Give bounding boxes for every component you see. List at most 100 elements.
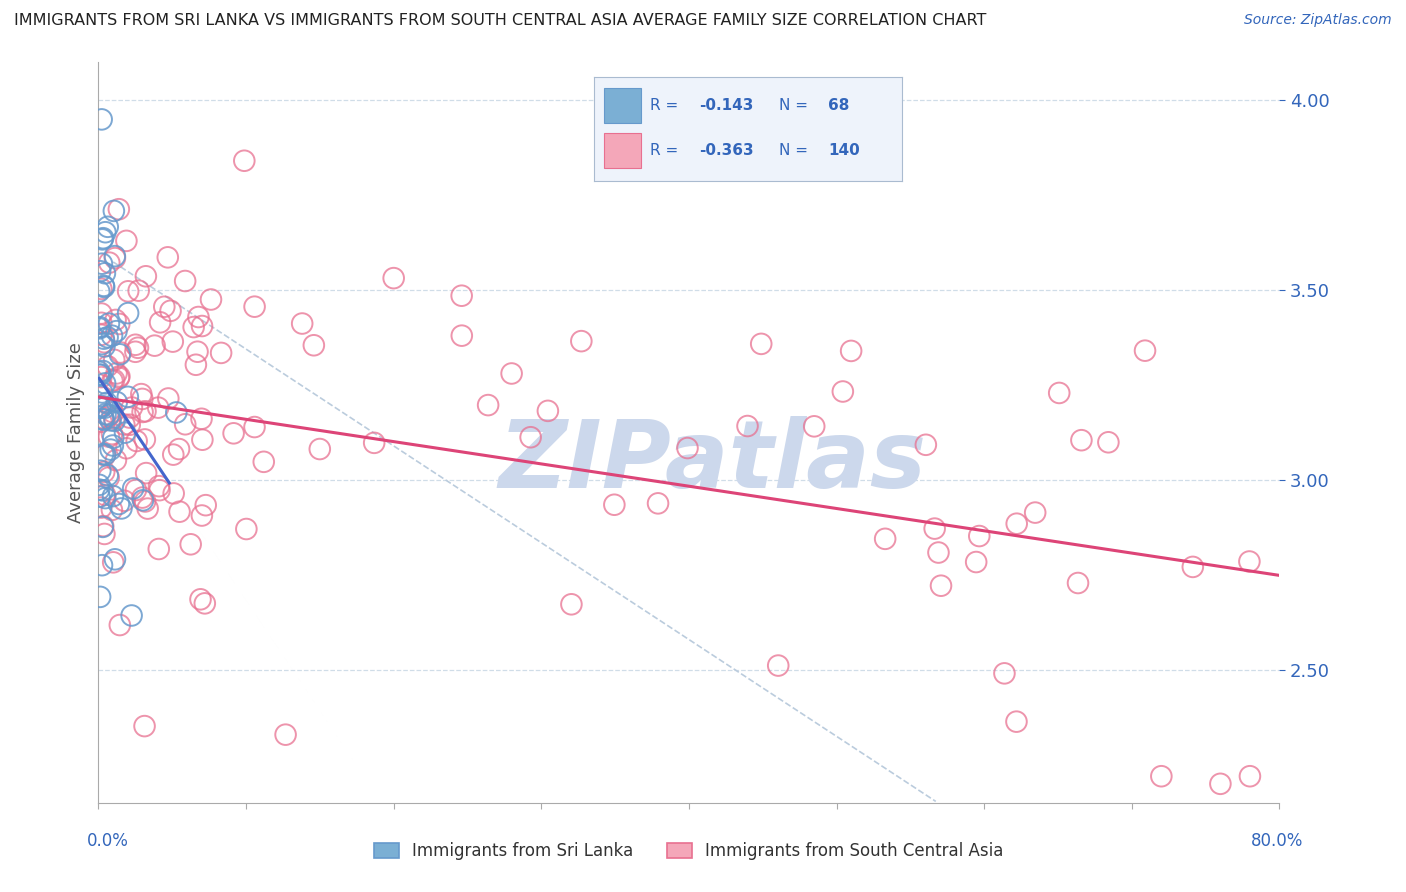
Point [91,337,114,351]
Point [114,425,136,440]
Point [93,335,115,350]
Point [131,405,153,419]
Point [93,465,115,479]
Point [89,464,111,478]
Point [91,232,114,246]
Point [209,346,232,360]
Point [90,327,112,342]
Point [108,618,131,632]
Point [1067,576,1090,591]
Point [89,590,111,604]
Point [124,344,146,359]
Point [190,411,212,425]
Point [112,493,135,508]
Point [603,498,626,512]
Point [122,482,145,496]
Point [101,405,124,419]
Point [737,419,759,434]
Point [91,231,114,245]
Point [89,389,111,403]
Point [97,409,120,424]
Point [103,373,125,387]
Point [1070,433,1092,447]
Point [382,271,405,285]
Point [501,367,523,381]
Point [90,282,112,296]
Point [569,334,592,348]
Point [191,508,214,523]
Point [127,341,149,355]
Point [108,369,131,384]
Point [194,498,217,512]
Point [519,430,541,444]
Point [125,434,148,448]
Point [104,552,127,566]
Point [143,338,166,352]
Point [94,447,117,461]
Point [89,483,111,497]
Point [243,300,266,314]
Point [128,284,150,298]
Point [91,412,114,426]
Point [174,417,197,432]
Point [162,334,184,349]
Text: ZIPatlas: ZIPatlas [499,417,927,508]
Point [105,395,128,409]
Point [927,545,949,559]
Point [803,419,825,434]
Point [104,249,127,263]
Point [94,376,117,391]
Point [110,345,132,359]
Text: Source: ZipAtlas.com: Source: ZipAtlas.com [1244,13,1392,28]
Point [291,317,314,331]
Point [183,320,205,334]
Point [749,336,772,351]
Point [90,307,112,321]
Point [89,320,111,334]
Point [89,365,111,379]
Point [118,417,141,432]
Point [90,368,112,382]
Point [194,596,217,610]
Point [101,489,124,503]
Point [191,433,214,447]
Point [914,438,936,452]
Point [103,555,125,569]
Point [104,414,127,428]
Point [647,496,669,510]
Point [560,597,582,611]
Point [186,344,208,359]
Point [93,280,115,294]
Point [105,367,128,381]
Point [1239,554,1261,568]
Point [117,285,139,299]
Point [1005,516,1028,531]
Point [1024,506,1046,520]
Point [115,234,138,248]
Point [148,479,170,493]
Point [90,257,112,271]
Point [222,426,245,441]
Point [94,491,117,505]
Point [97,359,120,374]
Point [135,466,157,480]
Point [125,483,148,497]
Point [91,399,114,413]
Point [477,398,499,412]
Point [1181,560,1204,574]
Point [90,112,112,127]
Point [117,390,139,404]
Point [89,478,111,492]
Point [97,468,120,483]
Point [100,442,122,457]
Point [121,401,143,415]
Point [101,427,124,442]
Point [924,522,946,536]
Point [235,522,257,536]
Point [308,442,330,456]
Point [108,497,131,511]
Point [159,303,181,318]
Point [101,374,124,388]
Point [134,494,156,508]
Point [103,203,125,218]
